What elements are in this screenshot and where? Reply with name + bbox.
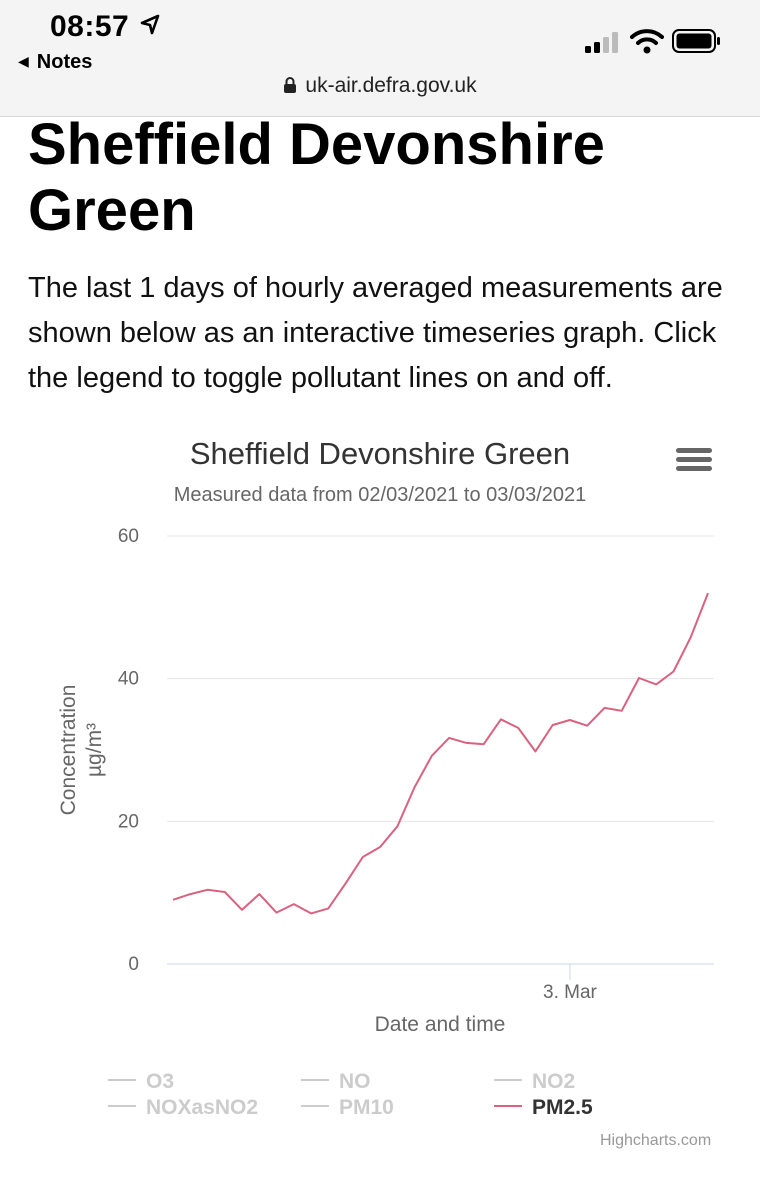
battery-icon — [672, 29, 722, 58]
cellular-signal-icon — [585, 32, 621, 59]
page-description: The last 1 days of hourly averaged measu… — [28, 272, 723, 394]
chart-subtitle: Measured data from 02/03/2021 to 03/03/2… — [173, 484, 587, 506]
y-axis-title: Concentration µg/m³ — [57, 685, 106, 816]
x-tick-label: 3. Mar — [543, 982, 598, 1003]
y-tick-label: 20 — [118, 811, 139, 832]
chart-plot: 0 20 40 60 3. Mar Date and time Concentration µ… — [57, 526, 714, 1036]
x-axis-title: Date and time — [375, 1013, 506, 1036]
browser-top-bar: 08:57 ◀ Notes uk-a — [0, 0, 760, 117]
series-line-pm25 — [172, 592, 709, 915]
lock-icon — [283, 76, 297, 100]
y-tick-label: 0 — [128, 954, 139, 975]
legend-item-pm10[interactable]: PM10 — [301, 1096, 394, 1120]
y-tick-label: 40 — [118, 669, 139, 690]
page-title: Sheffield Devonshire Green — [28, 112, 605, 243]
back-to-notes-button[interactable]: ◀ Notes — [18, 51, 92, 74]
chart-menu-icon[interactable] — [676, 448, 712, 474]
wifi-icon — [630, 28, 664, 59]
legend-item-pm25[interactable]: PM2.5 — [494, 1096, 593, 1120]
back-label: Notes — [36, 51, 93, 73]
legend-item-o3[interactable]: O3 — [108, 1070, 174, 1094]
location-arrow-icon — [140, 14, 160, 41]
address-bar[interactable]: uk-air.defra.gov.uk — [0, 74, 760, 100]
y-tick-label: 60 — [118, 526, 139, 547]
back-triangle-icon: ◀ — [18, 53, 29, 69]
highcharts-credits-link[interactable]: Highcharts.com — [600, 1132, 712, 1149]
legend-item-no2[interactable]: NO2 — [494, 1070, 575, 1094]
legend-item-no[interactable]: NO — [301, 1070, 371, 1094]
status-time: 08:57 — [50, 10, 130, 43]
chart-title: Sheffield Devonshire Green — [189, 436, 571, 471]
url-text: uk-air.defra.gov.uk — [305, 74, 477, 97]
legend-item-noxasno2[interactable]: NOXasNO2 — [108, 1096, 258, 1120]
